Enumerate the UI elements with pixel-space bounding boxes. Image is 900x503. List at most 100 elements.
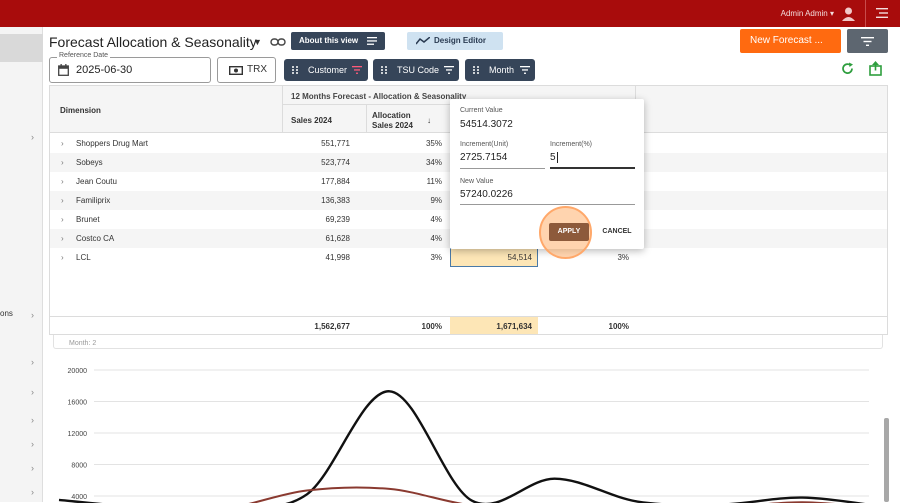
row-name: Brunet [76, 215, 100, 224]
design-label: Design Editor [434, 36, 487, 45]
table-row[interactable]: › Shoppers Drug Mart 551,771 35% [50, 134, 887, 153]
filter-icon[interactable] [444, 66, 454, 74]
dimension-label: TSU Code [397, 65, 440, 75]
export-icon[interactable] [869, 61, 882, 76]
chart-legend-box [53, 335, 883, 349]
sidebar-chevron-icon[interactable]: › [31, 439, 34, 449]
main-content: Forecast Allocation & Seasonality ▼ Abou… [44, 27, 900, 503]
design-editor-button[interactable]: Design Editor [407, 32, 503, 50]
row-allocation: 4% [430, 215, 442, 224]
row-allocation: 35% [425, 139, 442, 148]
sidebar-item-label[interactable]: ons [0, 309, 13, 318]
totals-row: 1,562,677 100% 1,671,634 100% [50, 316, 887, 336]
sidebar-chevron-icon[interactable]: › [31, 310, 34, 320]
expand-chevron-icon[interactable]: › [61, 139, 64, 148]
row-sales: 523,774 [321, 158, 350, 167]
about-label: About this view [299, 36, 359, 45]
table-row[interactable]: › Jean Coutu 177,884 11% [50, 172, 887, 191]
apply-button[interactable]: APPLY [549, 223, 589, 241]
dimension-month-chip[interactable]: Month [465, 59, 535, 81]
drag-handle-icon[interactable] [291, 65, 299, 75]
chart-y-tick-label: 12000 [68, 431, 88, 438]
row-sales: 136,383 [321, 196, 350, 205]
filter-button[interactable] [847, 29, 888, 53]
increment-pct-input[interactable]: 5 [550, 152, 556, 163]
edit-value-popup: Current Value 54514.3072 Increment(Unit)… [450, 99, 644, 259]
seasonality-chart-panel: Month: 2 20000 16000 12000 8000 4000 [49, 334, 888, 503]
expand-chevron-icon[interactable]: › [61, 253, 64, 262]
row-sales: 61,628 [325, 234, 350, 243]
increment-unit-input[interactable]: 2725.7154 [460, 152, 508, 163]
total-forecast-cell [450, 317, 538, 336]
drag-handle-icon[interactable] [472, 65, 480, 75]
sidebar-chevron-icon[interactable]: › [31, 463, 34, 473]
sidebar-chevron-icon[interactable]: › [31, 357, 34, 367]
seasonality-chart: 20000 16000 12000 8000 4000 [58, 368, 869, 503]
expand-chevron-icon[interactable]: › [61, 196, 64, 205]
row-name: Sobeys [76, 158, 103, 167]
sidebar-chevron-icon[interactable]: › [31, 387, 34, 397]
sidebar-chevron-icon[interactable]: › [31, 132, 34, 142]
trx-button[interactable]: TRX [217, 57, 276, 83]
input-underline [460, 204, 635, 205]
dimension-tsu-code-chip[interactable]: TSU Code [373, 59, 459, 81]
total-allocation: 100% [421, 322, 442, 331]
row-name: LCL [76, 253, 91, 262]
new-value-input[interactable]: 57240.0226 [460, 189, 513, 200]
row-forecast: 54,514 [507, 253, 532, 262]
dimension-label: Month [489, 65, 515, 75]
filter-icon[interactable] [520, 66, 530, 74]
expand-chevron-icon[interactable]: › [61, 158, 64, 167]
sidebar-chevron-icon[interactable]: › [31, 415, 34, 425]
expand-chevron-icon[interactable]: › [61, 215, 64, 224]
sidebar-chevron-icon[interactable]: › [31, 487, 34, 497]
chart-series-line [58, 390, 866, 503]
input-underline [460, 168, 545, 169]
user-menu[interactable]: Admin Admin ▾ [780, 9, 834, 18]
reference-date-label: Reference Date [57, 52, 111, 59]
user-avatar-icon[interactable] [841, 6, 856, 21]
total-forecast: 1,671,634 [496, 322, 532, 331]
expand-chevron-icon[interactable]: › [61, 234, 64, 243]
header-allocation-line1: Allocation [372, 111, 411, 120]
sidebar: › › › › › › › › ons [0, 27, 43, 502]
row-allocation: 11% [426, 177, 442, 186]
sidebar-item-active[interactable] [0, 34, 43, 62]
topbar-divider [865, 0, 866, 27]
expand-chevron-icon[interactable]: › [61, 177, 64, 186]
new-forecast-button[interactable]: New Forecast ... [740, 29, 841, 53]
header-group: 12 Months Forecast - Allocation & Season… [291, 92, 467, 101]
chart-y-tick-label: 8000 [71, 463, 87, 470]
table-row[interactable]: › LCL 41,998 3% 54,514 3% [50, 248, 887, 267]
current-value-label: Current Value [460, 107, 503, 114]
header-divider [366, 105, 367, 133]
calendar-icon[interactable] [58, 64, 69, 76]
dimension-customer-chip[interactable]: Customer [284, 59, 368, 81]
hamburger-menu-icon[interactable] [876, 8, 888, 18]
increment-unit-label: Increment(Unit) [460, 141, 509, 148]
header-allocation[interactable]: Allocation Sales 2024 [372, 111, 413, 131]
cancel-button[interactable]: CANCEL [602, 228, 632, 235]
row-allocation: 9% [430, 196, 442, 205]
current-value: 54514.3072 [460, 119, 513, 130]
top-bar: Admin Admin ▾ [0, 0, 900, 27]
total-sales: 1,562,677 [314, 322, 350, 331]
chart-y-tick-label: 16000 [68, 400, 88, 407]
chart-y-tick-label: 4000 [71, 494, 87, 501]
page-scrollbar[interactable] [884, 418, 889, 502]
link-icon[interactable] [270, 36, 286, 48]
filter-active-icon[interactable] [352, 66, 362, 74]
drag-handle-icon[interactable] [380, 65, 388, 75]
reference-date-field[interactable]: Reference Date 2025-06-30 [49, 52, 211, 83]
about-this-view-button[interactable]: About this view [291, 32, 385, 50]
header-dimension[interactable]: Dimension [60, 106, 101, 115]
refresh-icon[interactable] [841, 62, 854, 75]
row-allocation: 4% [430, 234, 442, 243]
sort-down-icon[interactable]: ↓ [427, 116, 431, 125]
row-allocation: 34% [425, 158, 442, 167]
table-row[interactable]: › Brunet 69,239 4% [50, 210, 887, 229]
title-dropdown-icon[interactable]: ▼ [253, 37, 262, 47]
chart-partial-label: Month: 2 [69, 340, 97, 347]
header-sales-2024[interactable]: Sales 2024 [291, 116, 332, 125]
text-cursor [557, 152, 558, 163]
